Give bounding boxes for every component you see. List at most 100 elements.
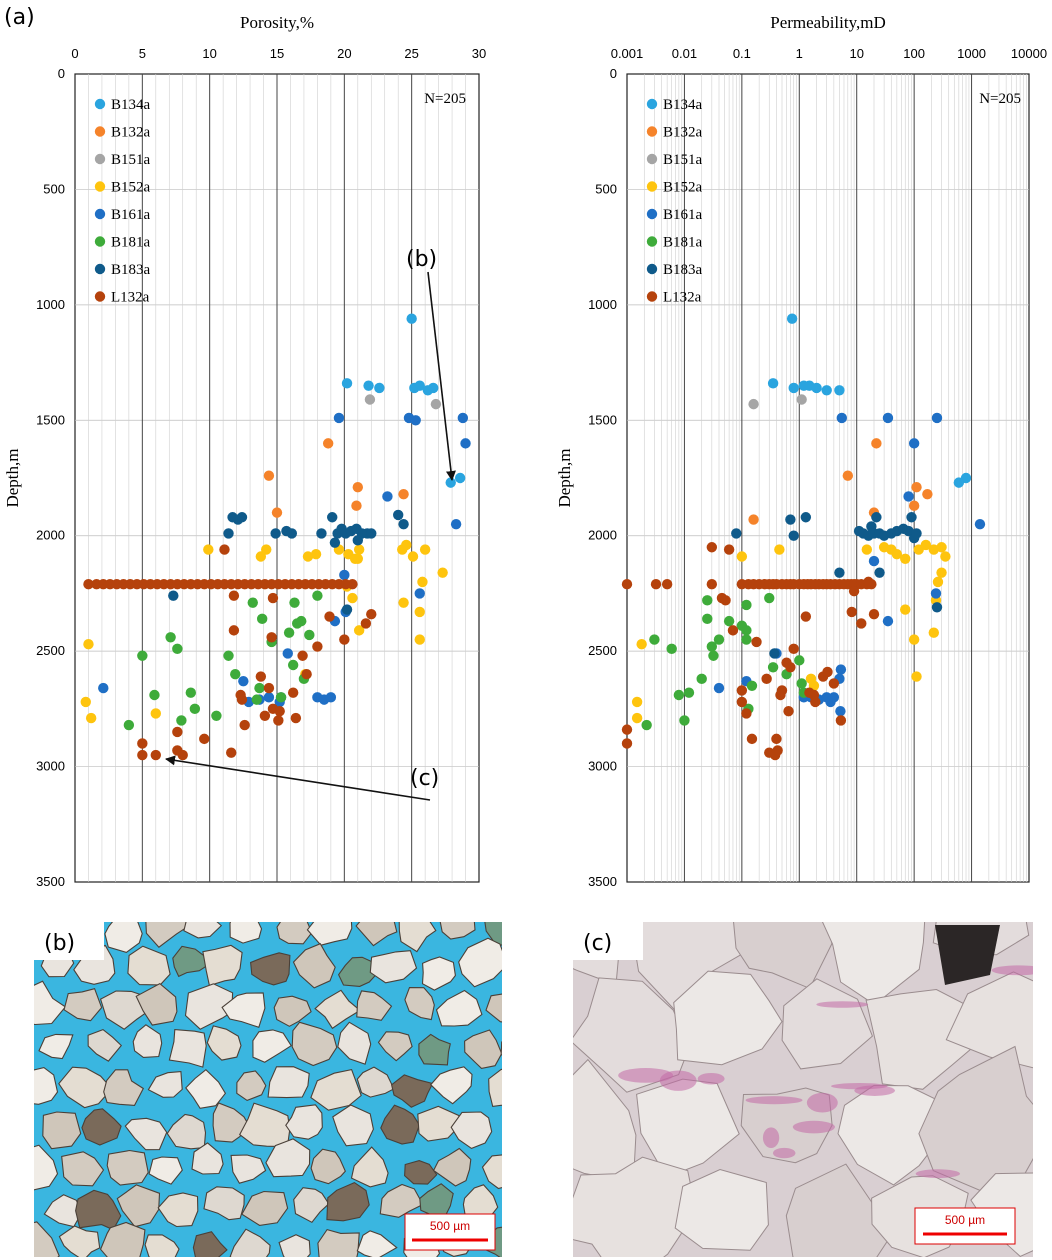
permeability-x-tick-label: 10000 <box>1011 46 1047 61</box>
panel-c-label: (c) <box>583 931 612 956</box>
data-point-L132a <box>259 710 271 721</box>
data-point-L132a <box>228 590 240 601</box>
mineral-grain <box>404 1160 438 1185</box>
mineral-grain <box>504 1183 537 1216</box>
legend-marker-B183a <box>94 263 106 275</box>
data-point-B183a <box>903 525 914 537</box>
data-point-B161a <box>882 615 894 627</box>
data-point-B151a <box>430 398 442 410</box>
scale-bar-c-box <box>914 1207 1016 1245</box>
mineral-grain <box>241 1190 289 1226</box>
data-point-B161a <box>828 692 840 703</box>
scale-bar-c-label: 500 µm <box>945 1213 985 1227</box>
mineral-grain <box>34 1144 59 1191</box>
pink-cement <box>772 1147 796 1159</box>
data-point-L132a <box>274 705 285 717</box>
data-point-B152a <box>911 671 922 682</box>
porosity-x-tick-label: 5 <box>139 46 146 61</box>
data-point-B181a <box>741 634 752 645</box>
data-point-B152a <box>900 604 911 615</box>
photo-c-label-box <box>573 922 643 960</box>
data-point-B161a <box>414 588 425 599</box>
mineral-grain <box>390 1074 434 1108</box>
callout-b-label: (b) <box>406 247 437 272</box>
mineral-grain <box>212 1102 250 1143</box>
mineral-grain <box>355 922 398 947</box>
mineral-grain <box>43 1194 83 1228</box>
legend-marker-B181a <box>94 236 106 247</box>
data-point-B183a <box>906 512 917 523</box>
mineral-grain <box>172 945 207 978</box>
data-point-B132a <box>748 514 759 525</box>
data-point-B132a <box>322 438 334 449</box>
permeability-x-tick-label: 10 <box>849 46 863 61</box>
data-point-L132a <box>226 747 237 758</box>
pink-cement <box>915 1169 961 1179</box>
permeability-x-tick-label: 1 <box>796 46 803 61</box>
mineral-grain <box>781 978 873 1070</box>
porosity-x-tick-label: 25 <box>404 46 418 61</box>
mineral-grain <box>285 1104 323 1140</box>
data-point-B134a <box>786 313 798 324</box>
mineral-grain <box>99 1221 146 1257</box>
data-point-B161a <box>930 588 942 599</box>
legend-marker-L132a <box>646 291 658 302</box>
data-point-L132a <box>848 585 860 597</box>
data-point-B181a <box>251 694 262 705</box>
data-point-B181a <box>176 715 187 726</box>
mineral-grain <box>432 1147 472 1187</box>
permeability-x-tick-label: 1000 <box>957 46 986 61</box>
data-point-B181a <box>713 634 725 645</box>
mineral-grain <box>350 1146 389 1188</box>
permeability-chart: 0.001 0.01 0.1 1 10 100 1000 10000 0 500 1000 1500… <box>555 13 1047 889</box>
data-point-B152a <box>261 544 272 555</box>
mineral-grain <box>58 1066 113 1109</box>
data-point-B161a <box>835 705 846 717</box>
permeability-x-tick-label: 0.1 <box>733 46 751 61</box>
data-point-B161a <box>410 415 421 426</box>
data-point-B152a <box>940 551 951 562</box>
mineral-grain <box>674 1168 769 1251</box>
mineral-grain <box>317 1228 360 1257</box>
data-point-L132a <box>255 671 267 682</box>
legend-marker-B181a <box>646 236 658 247</box>
data-point-L132a <box>339 634 350 645</box>
mineral-grain <box>293 1187 330 1224</box>
data-point-L132a <box>273 715 284 726</box>
data-point-B183a <box>223 528 234 539</box>
data-point-L132a <box>835 715 847 726</box>
data-point-B152a <box>310 548 322 560</box>
permeability-x-tick-labels: 0.001 0.01 0.1 1 10 100 1000 10000 <box>611 46 1047 61</box>
data-point-B181a <box>683 687 695 698</box>
mineral-grain <box>157 1192 199 1228</box>
mineral-grain <box>481 1154 502 1190</box>
porosity-y-tick-label: 2500 <box>36 643 65 658</box>
mineral-grain <box>337 956 378 987</box>
permeability-y-tick-label: 3000 <box>588 759 617 774</box>
data-point-B132a <box>922 488 933 500</box>
legend-label-L132a: L132a <box>111 290 150 306</box>
data-point-L132a <box>621 738 633 749</box>
data-point-B181a <box>673 689 685 701</box>
mineral-grain <box>276 922 313 945</box>
data-point-L132a <box>772 745 783 756</box>
data-point-L132a <box>650 578 662 590</box>
data-point-B161a <box>835 664 847 675</box>
data-point-L132a <box>83 578 94 590</box>
mineral-grain <box>106 1149 149 1186</box>
data-point-L132a <box>239 719 250 731</box>
porosity-y-tick-label: 1000 <box>36 297 65 312</box>
data-point-B183a <box>327 512 338 523</box>
pink-cement <box>745 1096 803 1105</box>
porosity-axis-title: Porosity,% <box>240 13 314 32</box>
mineral-grain <box>63 988 103 1022</box>
data-point-B161a <box>460 438 471 449</box>
data-point-B181a <box>649 634 660 645</box>
data-point-B161a <box>325 692 337 703</box>
scale-bar-b-label: 500 µm <box>430 1219 470 1233</box>
data-point-B181a <box>741 625 752 636</box>
permeability-y-tick-label: 0 <box>610 66 617 81</box>
mineral-grain <box>418 1033 451 1066</box>
data-point-B161a <box>457 412 469 424</box>
